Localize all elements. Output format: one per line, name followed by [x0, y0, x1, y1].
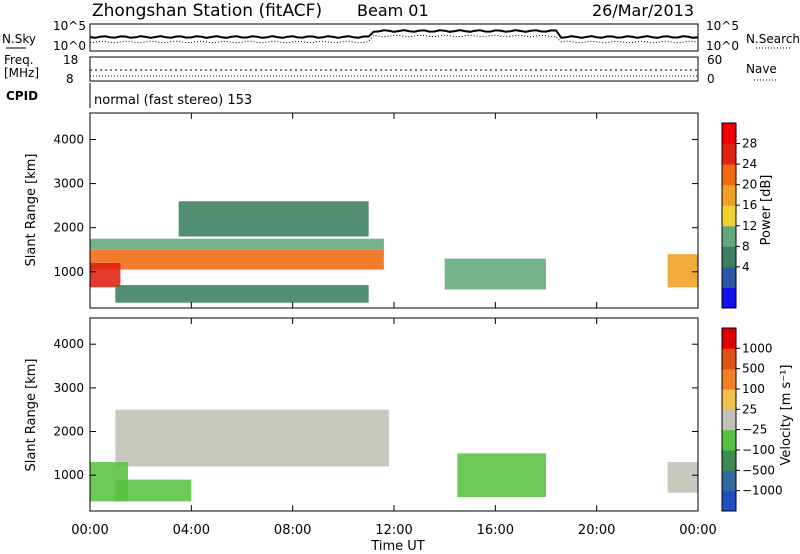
ytick-label: 2000: [53, 221, 84, 235]
colorbar-tick-label: 100: [742, 382, 765, 396]
colorbar-tick-label: 28: [742, 137, 757, 151]
colorbar-segment: [722, 429, 736, 451]
colorbar-tick-label: 500: [742, 362, 765, 376]
noise-right-tick-high: 10^5: [706, 19, 739, 33]
nave-tick-high: 60: [707, 53, 722, 67]
colorbar-frame: [721, 122, 737, 309]
colorbar-tick-label: 12: [742, 219, 757, 233]
power-band-3: [90, 263, 121, 288]
power-band-5: [444, 258, 546, 290]
colorbar-segment: [722, 143, 736, 165]
power-band-1: [90, 238, 384, 250]
colorbar-tick-label: 24: [742, 157, 757, 171]
xtick-label: 20:00: [578, 523, 615, 538]
colorbar-tick-label: 4: [742, 260, 750, 274]
noise-sky-trace: [89, 29, 699, 39]
colorbar-segment: [722, 266, 736, 288]
colorbar-segment: [722, 470, 736, 492]
colorbar-segment: [722, 328, 736, 349]
noise-right-tick-low: 10^0: [706, 39, 739, 53]
colorbar-tick-label: −100: [742, 443, 775, 457]
velocity-band-3: [457, 453, 546, 498]
colorbar-segment: [722, 490, 736, 512]
power-ylabel: Slant Range [km]: [24, 154, 39, 267]
nave-tick-low: 0: [707, 72, 715, 86]
cpid-program: normal (fast stereo) 153: [94, 93, 252, 108]
colorbar-tick-label: 25: [742, 402, 757, 416]
velocity-band-4: [667, 462, 698, 493]
frequency-panel: Freq. [MHz] 18 8 60 0 Nave: [4, 53, 777, 86]
xtick-label: 00:00: [679, 523, 716, 538]
ytick-label: 3000: [53, 381, 84, 395]
cpid-row: CPID normal (fast stereo) 153: [6, 83, 252, 108]
colorbar-segment: [722, 287, 736, 309]
ytick-label: 2000: [53, 425, 84, 439]
colorbar-segment: [722, 348, 736, 370]
xtick-label: 08:00: [274, 523, 311, 538]
x-axis: 00:00 04:00 08:00 12:00 16:00 20:00 00:00: [71, 113, 717, 538]
freq-tick-low: 8: [66, 72, 74, 86]
power-band-2: [178, 201, 369, 237]
ytick-label: 1000: [53, 468, 84, 482]
beam-label: Beam 01: [357, 1, 429, 20]
colorbar-segment: [722, 123, 736, 145]
colorbar-segment: [722, 225, 736, 247]
velocity-colorbar-label: Velocity [m s⁻¹]: [779, 365, 794, 466]
noise-left-tick-low: 10^0: [53, 39, 86, 53]
ytick-label: 1000: [53, 265, 84, 279]
colorbar-tick-label: 1000: [742, 341, 773, 355]
colorbar-tick-label: −1000: [742, 484, 783, 498]
power-band-4: [115, 285, 369, 303]
noise-panel: N.Sky 10^5 10^0 10^5 10^0 N.Search: [2, 19, 800, 53]
colorbar-tick-label: −25: [742, 423, 767, 437]
x-axis-label: Time UT: [370, 539, 424, 554]
ytick-label: 3000: [53, 177, 84, 191]
xtick-label: 12:00: [375, 523, 412, 538]
cpid-label: CPID: [6, 89, 38, 103]
colorbar-segment: [722, 164, 736, 186]
freq-label-line1: Freq.: [4, 53, 34, 67]
freq-tick-high: 18: [63, 53, 78, 67]
power-colorbar-label: Power [dB]: [759, 175, 774, 246]
colorbar-segment: [722, 450, 736, 471]
freq-label-line2: [MHz]: [4, 66, 39, 80]
colorbar-segment: [722, 246, 736, 268]
colorbar-segment: [722, 184, 736, 206]
xtick-label: 00:00: [71, 523, 108, 538]
colorbar-tick-label: 8: [742, 239, 750, 253]
colorbar-segment: [722, 368, 736, 390]
xtick-label: 16:00: [477, 523, 514, 538]
date-label: 26/Mar/2013: [592, 1, 694, 20]
nave-label: Nave: [746, 62, 777, 76]
noise-search-trace: [89, 34, 699, 44]
power-panel: 4000 3000 2000 1000 Slant Range [km] 28 24 20…: [24, 112, 774, 309]
power-band-0: [90, 249, 384, 270]
colorbar-segment: [722, 409, 736, 431]
colorbar-tick-label: −500: [742, 463, 775, 477]
velocity-ylabel: Slant Range [km]: [24, 359, 39, 472]
xtick-label: 04:00: [173, 523, 210, 538]
station-title: Zhongshan Station (fitACF): [92, 1, 322, 21]
colorbar-tick-label: 16: [742, 198, 757, 212]
ytick-label: 4000: [53, 132, 84, 146]
colorbar-segment: [722, 389, 736, 410]
velocity-band-2: [115, 479, 192, 502]
colorbar-frame: [721, 327, 737, 512]
ytick-label: 4000: [53, 337, 84, 351]
colorbar-segment: [722, 205, 736, 227]
noise-right-label: N.Search: [746, 32, 800, 46]
velocity-band-0: [115, 409, 389, 467]
velocity-panel: 4000 3000 2000 1000 Slant Range [km] 1000 50…: [24, 317, 794, 512]
power-band-6: [667, 254, 698, 288]
noise-left-label: N.Sky: [2, 32, 36, 46]
colorbar-tick-label: 20: [742, 178, 757, 192]
noise-left-tick-high: 10^5: [53, 19, 86, 33]
